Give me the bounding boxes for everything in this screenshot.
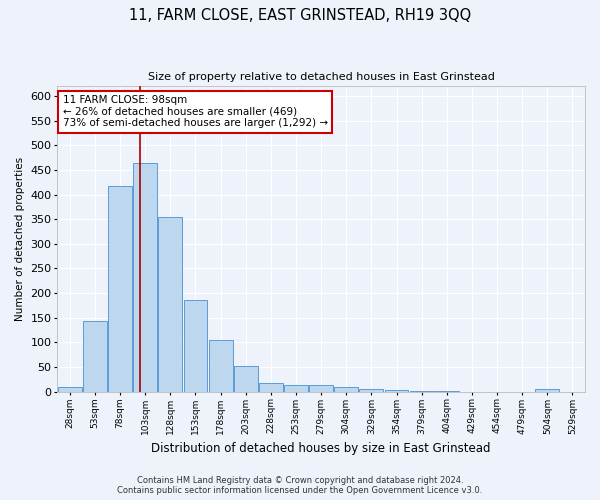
Title: Size of property relative to detached houses in East Grinstead: Size of property relative to detached ho… bbox=[148, 72, 494, 83]
Bar bbox=[58, 387, 82, 392]
Bar bbox=[385, 390, 409, 392]
Text: Contains HM Land Registry data © Crown copyright and database right 2024.
Contai: Contains HM Land Registry data © Crown c… bbox=[118, 476, 482, 495]
Text: 11, FARM CLOSE, EAST GRINSTEAD, RH19 3QQ: 11, FARM CLOSE, EAST GRINSTEAD, RH19 3QQ bbox=[129, 8, 471, 22]
Bar bbox=[209, 340, 233, 392]
Bar bbox=[133, 164, 157, 392]
Bar bbox=[184, 300, 208, 392]
Bar bbox=[259, 383, 283, 392]
Bar bbox=[410, 391, 434, 392]
Bar bbox=[334, 387, 358, 392]
Bar bbox=[435, 391, 459, 392]
Bar bbox=[284, 385, 308, 392]
Bar bbox=[535, 390, 559, 392]
X-axis label: Distribution of detached houses by size in East Grinstead: Distribution of detached houses by size … bbox=[151, 442, 491, 455]
Bar bbox=[359, 390, 383, 392]
Text: 11 FARM CLOSE: 98sqm
← 26% of detached houses are smaller (469)
73% of semi-deta: 11 FARM CLOSE: 98sqm ← 26% of detached h… bbox=[62, 95, 328, 128]
Bar bbox=[158, 216, 182, 392]
Y-axis label: Number of detached properties: Number of detached properties bbox=[15, 157, 25, 321]
Bar bbox=[309, 386, 333, 392]
Bar bbox=[83, 321, 107, 392]
Bar bbox=[108, 186, 132, 392]
Bar bbox=[234, 366, 257, 392]
